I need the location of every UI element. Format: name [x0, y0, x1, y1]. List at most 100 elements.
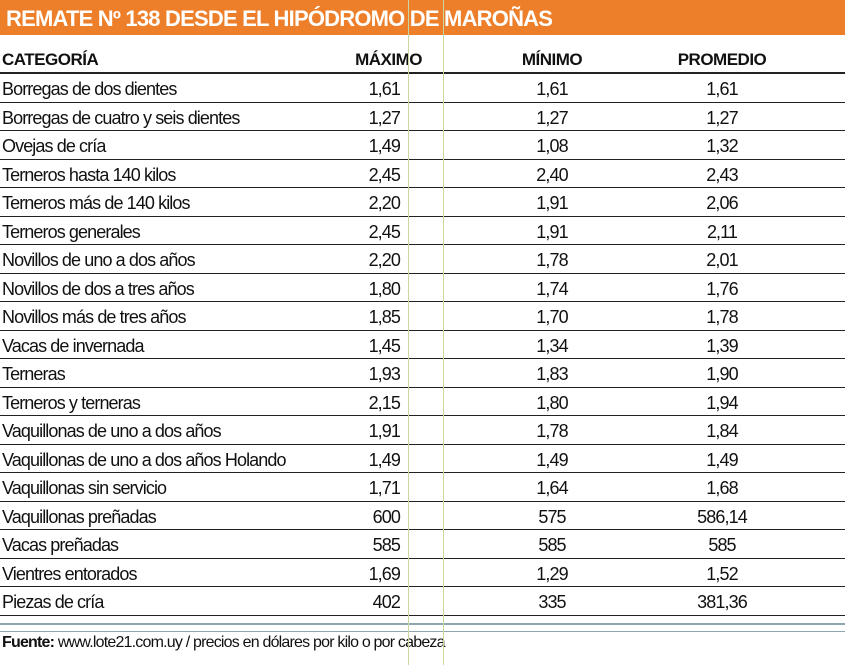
divider	[0, 631, 845, 632]
cell-category: Novillos más de tres años	[2, 307, 186, 327]
table-row: Vacas de invernada 1,45 1,34 1,39	[0, 331, 845, 359]
cell-promedio: 1,49	[706, 449, 738, 470]
cell-category: Vaquillonas preñadas	[2, 506, 157, 527]
cell-maximo: 2,45	[368, 164, 401, 185]
cell-minimo: 1,80	[536, 392, 568, 413]
cell-maximo: 585	[372, 535, 401, 555]
cell-maximo: 600	[372, 506, 401, 527]
cell-promedio: 1,84	[706, 421, 738, 441]
table-row: Vaquillonas de uno a dos años 1,91 1,78 1,8…	[0, 416, 845, 445]
cell-minimo: 1,91	[536, 193, 568, 213]
cell-maximo: 1,71	[368, 478, 401, 498]
cell-minimo: 2,40	[536, 164, 568, 185]
cell-maximo: 2,15	[368, 392, 401, 413]
cell-category: Vaquillonas sin servicio	[2, 478, 167, 498]
footer-label: Fuente:	[2, 634, 55, 651]
header-categoria: CATEGORÍA	[2, 50, 99, 69]
cell-maximo: 1,85	[368, 307, 401, 327]
table-row: Novillos más de tres años 1,85 1,70 1,78	[0, 302, 845, 331]
cell-minimo: 1,08	[536, 136, 568, 156]
cell-category: Piezas de cría	[2, 592, 104, 612]
cell-minimo: 575	[538, 506, 566, 527]
cell-category: Terneros hasta 140 kilos	[2, 164, 176, 185]
table-row: Novillos de dos a tres años 1,80 1,74 1,76	[0, 274, 845, 302]
cell-category: Vacas preñadas	[2, 535, 119, 555]
cell-promedio: 1,94	[706, 392, 738, 413]
cell-promedio: 586,14	[697, 506, 748, 527]
header-maximo: MÁXIMO	[355, 50, 422, 69]
cell-promedio: 2,43	[706, 164, 738, 185]
cell-maximo: 402	[372, 592, 401, 612]
cell-minimo: 1,74	[536, 278, 568, 299]
table-row: Terneros más de 140 kilos 2,20 1,91 2,06	[0, 188, 845, 217]
cell-category: Borregas de dos dientes	[2, 79, 177, 99]
cell-minimo: 1,70	[536, 307, 568, 327]
cell-promedio: 2,11	[706, 221, 738, 242]
cell-promedio: 1,68	[706, 478, 738, 498]
cell-minimo: 1,29	[536, 563, 568, 584]
cell-promedio: 1,78	[706, 307, 738, 327]
cell-category: Novillos de uno a dos años	[2, 250, 196, 270]
guide-line	[443, 0, 444, 665]
guide-line	[408, 0, 409, 665]
cell-maximo: 2,45	[368, 221, 401, 242]
footer-text: www.lote21.com.uy / precios en dólares p…	[54, 634, 446, 651]
cell-maximo: 1,80	[368, 278, 401, 299]
cell-category: Borregas de cuatro y seis dientes	[2, 107, 240, 128]
cell-category: Ovejas de cría	[2, 136, 106, 156]
cell-maximo: 2,20	[368, 193, 401, 213]
cell-promedio: 585	[708, 535, 736, 555]
cell-maximo: 1,49	[368, 449, 401, 470]
table-row: Terneros hasta 140 kilos 2,45 2,40 2,43	[0, 160, 845, 188]
cell-category: Terneros generales	[2, 221, 141, 242]
table-row: Piezas de cría 402 335 381,36	[0, 587, 845, 616]
table-row: Vaquillonas preñadas 600 575 586,14	[0, 502, 845, 530]
table-row: Vientres entorados 1,69 1,29 1,52	[0, 559, 845, 587]
cell-minimo: 1,78	[536, 250, 568, 270]
cell-maximo: 1,27	[368, 107, 401, 128]
table-row: Ovejas de cría 1,49 1,08 1,32	[0, 131, 845, 160]
cell-maximo: 1,93	[368, 364, 401, 384]
cell-minimo: 585	[538, 535, 566, 555]
table-row: Terneros y terneras 2,15 1,80 1,94	[0, 388, 845, 416]
cell-minimo: 1,64	[536, 478, 568, 498]
table-row: Terneras 1,93 1,83 1,90	[0, 359, 845, 388]
cell-promedio: 1,32	[706, 136, 738, 156]
cell-promedio: 1,52	[706, 563, 738, 584]
cell-promedio: 1,27	[706, 107, 738, 128]
cell-category: Vaquillonas de uno a dos años Holando	[2, 449, 287, 470]
header-promedio: PROMEDIO	[677, 50, 767, 69]
cell-minimo: 1,34	[536, 335, 568, 356]
cell-minimo: 1,61	[536, 79, 568, 99]
cell-category: Vientres entorados	[2, 563, 137, 584]
cell-promedio: 2,01	[706, 250, 738, 270]
cell-promedio: 1,76	[706, 278, 738, 299]
cell-promedio: 381,36	[697, 592, 748, 612]
cell-category: Novillos de dos a tres años	[2, 278, 195, 299]
table-title: REMATE Nº 138 DESDE EL HIPÓDROMO DE MARO…	[0, 0, 845, 35]
cell-minimo: 1,91	[536, 221, 568, 242]
divider	[0, 623, 845, 625]
cell-category: Terneros y terneras	[2, 392, 141, 413]
cell-promedio: 1,90	[706, 364, 738, 384]
cell-maximo: 2,20	[368, 250, 401, 270]
cell-category: Vacas de invernada	[2, 335, 144, 356]
cell-promedio: 2,06	[706, 193, 738, 213]
cell-maximo: 1,91	[368, 421, 401, 441]
cell-minimo: 1,27	[536, 107, 568, 128]
table-row: Vaquillonas sin servicio 1,71 1,64 1,68	[0, 473, 845, 502]
cell-minimo: 335	[538, 592, 566, 612]
cell-minimo: 1,49	[536, 449, 568, 470]
table-row: Vacas preñadas 585 585 585	[0, 530, 845, 559]
cell-promedio: 1,39	[706, 335, 738, 356]
cell-category: Terneros más de 140 kilos	[2, 193, 191, 213]
cell-category: Vaquillonas de uno a dos años	[2, 421, 222, 441]
cell-category: Terneras	[2, 364, 66, 384]
cell-minimo: 1,78	[536, 421, 568, 441]
table-row: Borregas de cuatro y seis dientes 1,27 1,2…	[0, 103, 845, 131]
cell-maximo: 1,49	[368, 136, 401, 156]
header-minimo: MÍNIMO	[521, 50, 583, 69]
source-footer: Fuente: www.lote21.com.uy / precios en d…	[2, 634, 446, 652]
table-row: Novillos de uno a dos años 2,20 1,78 2,01	[0, 245, 845, 274]
cell-maximo: 1,45	[368, 335, 401, 356]
